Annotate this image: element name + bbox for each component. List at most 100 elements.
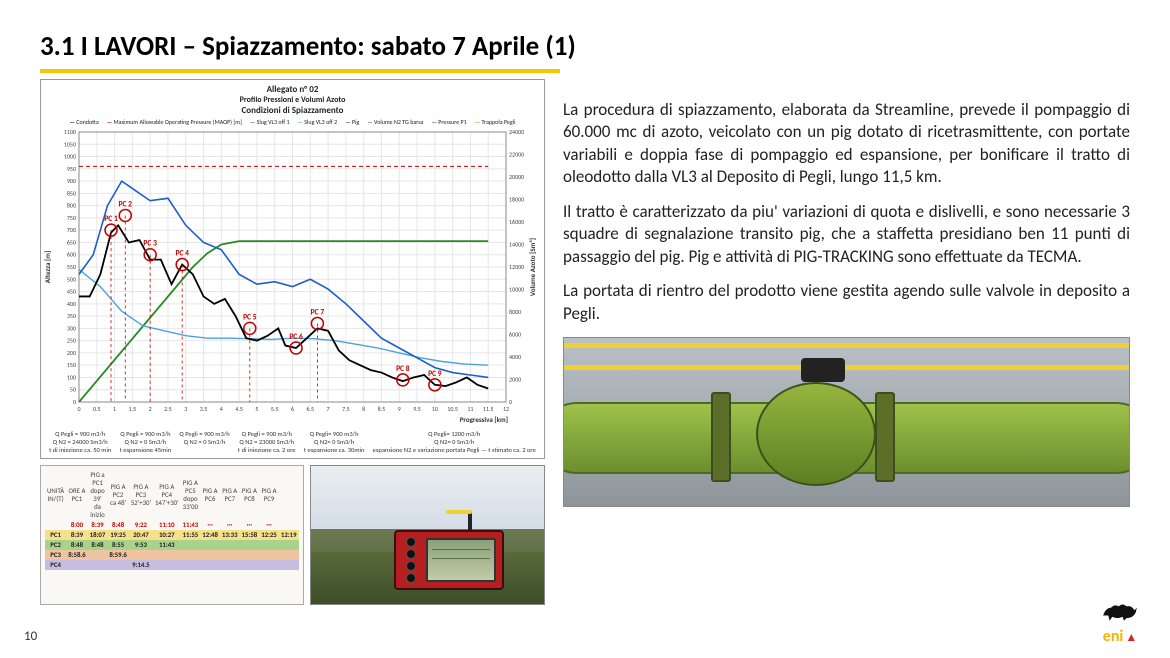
svg-text:1.5: 1.5: [129, 405, 137, 413]
svg-text:600: 600: [67, 251, 76, 259]
slide: 3.1 I LAVORI – Spiazzamento: sabato 7 Ap…: [0, 0, 1170, 658]
svg-text:5: 5: [255, 405, 258, 413]
legend-slug1: Slug VL3 off 1: [250, 118, 290, 126]
svg-text:Altezza [m]: Altezza [m]: [43, 251, 52, 284]
svg-text:700: 700: [67, 226, 76, 234]
legend-press: Pressure P1: [431, 118, 466, 126]
svg-text:PC 4: PC 4: [175, 250, 189, 259]
svg-text:5.5: 5.5: [271, 405, 279, 413]
svg-text:10000: 10000: [509, 286, 524, 294]
valve-photo: [563, 337, 1130, 507]
svg-text:6000: 6000: [509, 331, 521, 339]
svg-text:24000: 24000: [509, 128, 524, 136]
svg-text:11.5: 11.5: [483, 405, 494, 413]
svg-text:2.5: 2.5: [164, 405, 172, 413]
svg-text:3: 3: [184, 405, 187, 413]
svg-text:12: 12: [503, 405, 509, 413]
valve-actuator: [801, 358, 845, 382]
svg-text:1050: 1050: [64, 140, 76, 148]
svg-text:0: 0: [77, 405, 80, 413]
svg-text:14000: 14000: [509, 241, 524, 249]
device-screen: [426, 538, 496, 582]
svg-text:PC 5: PC 5: [243, 313, 257, 322]
svg-text:11: 11: [467, 405, 473, 413]
svg-text:3.5: 3.5: [200, 405, 208, 413]
chart-phase-notes: Q Pegli = 900 m3/hQ N2 = 24000 Sm3/ht di…: [41, 428, 544, 458]
svg-text:750: 750: [67, 214, 76, 222]
svg-text:4.5: 4.5: [235, 405, 243, 413]
svg-text:22000: 22000: [509, 151, 524, 159]
page-number: 10: [24, 629, 37, 644]
svg-text:1100: 1100: [64, 128, 76, 136]
svg-text:50: 50: [70, 386, 76, 394]
svg-text:PC 9: PC 9: [428, 370, 442, 379]
svg-text:850: 850: [67, 189, 76, 197]
svg-text:9.5: 9.5: [413, 405, 421, 413]
svg-text:0: 0: [73, 398, 76, 406]
title-block: 3.1 I LAVORI – Spiazzamento: sabato 7 Ap…: [40, 30, 1130, 73]
flange-right: [875, 392, 895, 482]
device-antenna: [468, 512, 472, 532]
svg-text:4000: 4000: [509, 353, 521, 361]
svg-text:PC 7: PC 7: [311, 308, 325, 317]
svg-text:500: 500: [67, 275, 76, 283]
svg-text:0: 0: [509, 398, 512, 406]
chart-title: Profilo Pressioni e Volumi Azoto: [43, 95, 542, 105]
chart-header: Allegato n° 02 Profilo Pressioni e Volum…: [41, 80, 544, 116]
svg-text:4: 4: [220, 405, 223, 413]
field-device-photo: [310, 465, 545, 605]
eni-text: eni: [1103, 627, 1124, 646]
svg-text:PC 2: PC 2: [119, 200, 133, 209]
tracking-device: [394, 530, 504, 590]
svg-text:PC 8: PC 8: [396, 365, 410, 374]
valve-body: [756, 382, 876, 486]
legend-vol: Volume N2 TG barsa: [367, 118, 423, 126]
svg-text:18000: 18000: [509, 196, 524, 204]
left-column: Allegato n° 02 Profilo Pressioni e Volum…: [40, 79, 545, 605]
paragraph-1: La procedura di spiazzamento, elaborata …: [563, 99, 1130, 189]
eni-dog-icon: [1100, 596, 1140, 622]
svg-text:7: 7: [327, 405, 330, 413]
table-photo-row: UNITÀ IN/(T)ORE A PC1PIG a PC1 dopo 39' …: [40, 465, 545, 605]
legend-condotta: Condotta: [69, 118, 98, 126]
chart-container: Allegato n° 02 Profilo Pressioni e Volum…: [40, 79, 545, 459]
svg-text:6.5: 6.5: [306, 405, 314, 413]
svg-text:Progressiva [km]: Progressiva [km]: [460, 415, 508, 424]
svg-text:8: 8: [362, 405, 365, 413]
svg-text:16000: 16000: [509, 218, 524, 226]
content-row: Allegato n° 02 Profilo Pressioni e Volum…: [40, 79, 1130, 605]
svg-text:10.5: 10.5: [447, 405, 458, 413]
svg-text:900: 900: [67, 177, 76, 185]
flange-left: [711, 392, 731, 482]
svg-text:1: 1: [113, 405, 116, 413]
device-antenna-top: [446, 510, 472, 514]
svg-text:PC 3: PC 3: [143, 240, 157, 249]
chart-subtitle: Condizioni di Spiazzamento: [43, 105, 542, 116]
slide-title: 3.1 I LAVORI – Spiazzamento: sabato 7 Ap…: [40, 30, 1130, 63]
svg-text:7.5: 7.5: [342, 405, 350, 413]
svg-text:PC 1: PC 1: [104, 215, 118, 224]
svg-text:650: 650: [67, 238, 76, 246]
legend-slug2: Slug VL3 off 2: [297, 118, 337, 126]
photo-sky: [311, 466, 544, 532]
title-underline: [40, 69, 560, 73]
eni-flame-icon: ▲: [1125, 631, 1137, 645]
svg-text:950: 950: [67, 165, 76, 173]
svg-text:0.5: 0.5: [93, 405, 101, 413]
svg-text:2: 2: [149, 405, 152, 413]
svg-text:20000: 20000: [509, 173, 524, 181]
right-column: La procedura di spiazzamento, elaborata …: [563, 79, 1130, 507]
paragraph-3: La portata di rientro del prodotto viene…: [563, 280, 1130, 325]
svg-text:Volume Azoto [Sm³]: Volume Azoto [Sm³]: [528, 238, 537, 296]
svg-text:300: 300: [67, 324, 76, 332]
svg-text:100: 100: [67, 373, 76, 381]
svg-text:PC 6: PC 6: [289, 333, 303, 342]
svg-text:1000: 1000: [64, 153, 76, 161]
legend-maop: Maximum Allowable Operating Pressure (MA…: [107, 118, 242, 126]
railing-mid: [564, 365, 1129, 370]
svg-text:10: 10: [432, 405, 438, 413]
eni-logo: eni▲: [1090, 596, 1150, 646]
paragraph-2: Il tratto è caratterizzato da piu' varia…: [563, 201, 1130, 268]
svg-text:150: 150: [67, 361, 76, 369]
svg-text:550: 550: [67, 263, 76, 271]
